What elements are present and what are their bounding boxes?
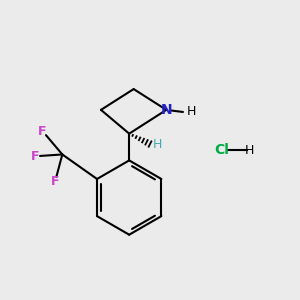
Text: F: F xyxy=(30,150,39,163)
Text: N: N xyxy=(160,103,172,117)
Text: Cl: Cl xyxy=(214,143,229,157)
Text: H: H xyxy=(187,105,196,118)
Text: H: H xyxy=(153,138,162,151)
Text: H: H xyxy=(245,143,254,157)
Text: F: F xyxy=(38,124,47,138)
Text: F: F xyxy=(51,176,59,188)
